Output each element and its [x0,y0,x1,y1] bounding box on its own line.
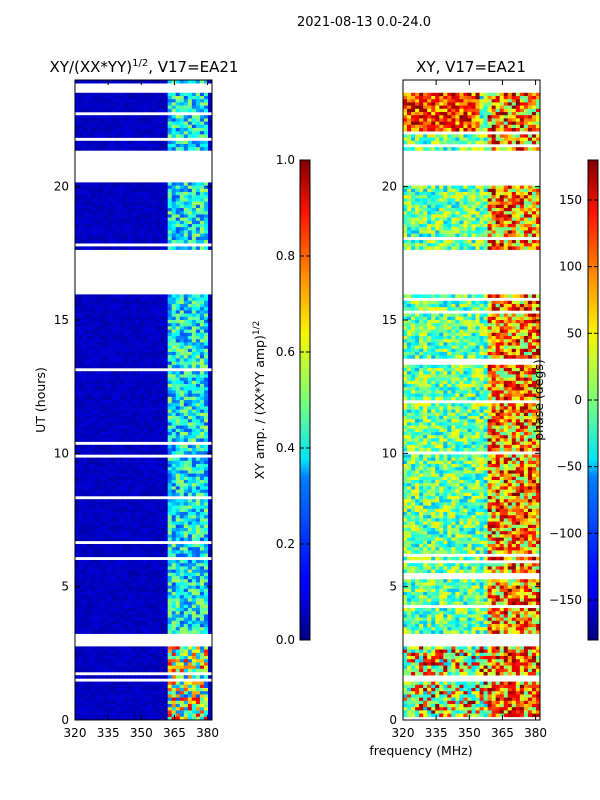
colorbar-tick-label: 0.6 [276,345,295,359]
colorbar-tick-label: 0.4 [276,441,295,455]
y-tick-label: 5 [61,580,69,594]
x-tick-label: 335 [425,726,448,740]
y-tick-label: 15 [54,313,69,327]
x-tick-label: 365 [491,726,514,740]
x-tick-label: 380 [524,726,547,740]
y-tick-label: 5 [389,580,397,594]
right-plot-frame [402,79,541,721]
right-heatmap-plot [403,92,541,718]
x-tick-label: 320 [64,726,87,740]
left-plot-frame [74,79,213,721]
colorbar-tick-label: 0.2 [276,537,295,551]
x-tick-label: 380 [196,726,219,740]
left-title-suffix: , V17=EA21 [148,58,238,76]
x-tick-label: 350 [130,726,153,740]
y-tick-label: 10 [382,446,397,460]
colorbar-tick-label: 1.0 [276,153,295,167]
x-axis-label: frequency (MHz) [369,743,472,758]
figure-suptitle: 2021-08-13 0.0-24.0 [297,15,431,30]
colorbar-phase-ticks: 150 100 50 0 −50 −100 −150 [549,193,598,607]
colorbar-tick-label: 100 [559,260,582,274]
right-axes: 320 335 350 365 380 0 5 10 15 20 [382,80,547,740]
y-tick-label: 0 [61,713,69,727]
left-panel-title: XY/(XX*YY)1/2, V17=EA21 [50,58,239,76]
left-title-prefix: XY/(XX*YY) [50,58,133,76]
colorbar-amplitude [299,159,311,641]
left-title-superscript: 1/2 [132,58,148,69]
colorbar-tick-label: −100 [549,526,582,540]
right-panel-title: XY, V17=EA21 [416,58,526,76]
colorbar-phase-label: phase (degs) [531,359,546,441]
colorbar-tick-label: 0.8 [276,249,295,263]
colorbar-tick-label: 150 [559,193,582,207]
colorbar-tick-label: −150 [549,593,582,607]
colorbar-tick-label: 0.0 [276,633,295,647]
x-tick-label: 335 [97,726,120,740]
colorbar-tick-label: 0 [574,393,582,407]
y-tick-label: 10 [54,446,69,460]
y-tick-label: 0 [389,713,397,727]
colorbar-tick-label: −50 [557,460,582,474]
colorbar-amplitude-ticks: 0.0 0.2 0.4 0.6 0.8 1.0 [276,153,310,647]
y-tick-label: 20 [382,180,397,194]
colorbar-tick-label: 50 [567,326,582,340]
y-tick-label: 15 [382,313,397,327]
left-heatmap-plot [75,80,213,721]
left-axes: 320 335 350 365 380 0 5 10 15 20 [54,80,219,740]
y-axis-label: UT (hours) [33,367,48,433]
y-tick-label: 20 [54,180,69,194]
x-tick-label: 350 [458,726,481,740]
colorbar-amplitude-label: XY amp. / (XX*YY amp)1/2 [252,321,267,480]
x-tick-label: 320 [392,726,415,740]
x-tick-label: 365 [163,726,186,740]
